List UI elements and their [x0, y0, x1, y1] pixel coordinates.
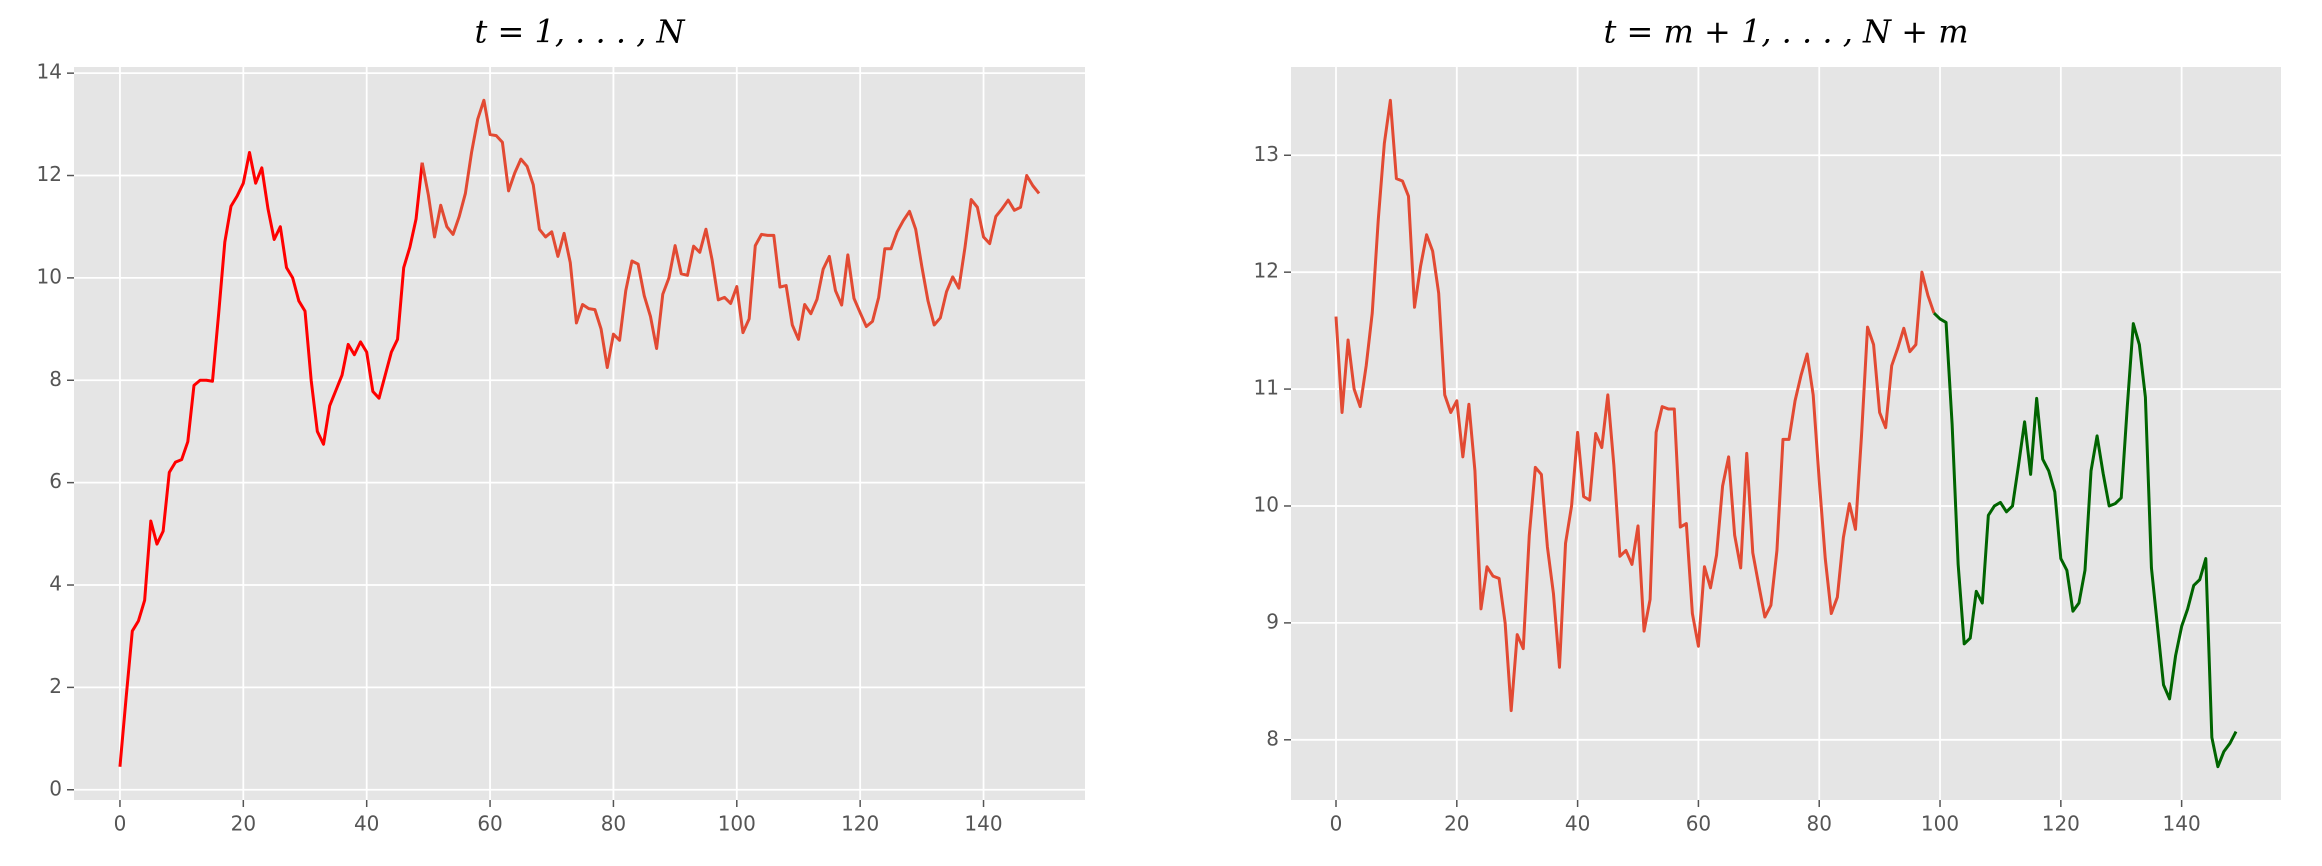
y-tick-label: 13	[1254, 142, 1279, 166]
series-line	[1932, 312, 2238, 769]
y-tick-label: 10	[1254, 492, 1279, 516]
y-tick-label: 10	[37, 264, 62, 288]
series-line	[118, 150, 424, 767]
x-tick-label: 140	[964, 812, 1002, 836]
x-tick-label: 20	[231, 812, 256, 836]
y-tick-label: 0	[49, 776, 62, 800]
series-line	[420, 98, 1041, 369]
plot-area	[1291, 67, 2281, 800]
y-tick-label: 11	[1254, 376, 1279, 400]
x-tick-label: 0	[114, 812, 127, 836]
chart-title: t = 1, . . . , N	[474, 13, 685, 51]
x-tick-label: 80	[1806, 812, 1831, 836]
x-tick-label: 0	[1330, 812, 1343, 836]
x-tick-label: 100	[718, 812, 756, 836]
x-tick-label: 40	[1565, 812, 1590, 836]
x-tick-label: 60	[1686, 812, 1711, 836]
y-tick-label: 8	[49, 367, 62, 391]
x-tick-label: 20	[1444, 812, 1469, 836]
y-tick-label: 14	[37, 60, 62, 84]
y-tick-label: 2	[49, 674, 62, 698]
x-tick-label: 80	[601, 812, 626, 836]
x-tick-label: 120	[841, 812, 879, 836]
y-tick-label: 12	[1254, 259, 1279, 283]
y-tick-label: 9	[1266, 609, 1279, 633]
y-tick-label: 12	[37, 162, 62, 186]
x-tick-label: 140	[2163, 812, 2201, 836]
x-tick-label: 40	[354, 812, 379, 836]
series-line	[1334, 98, 1936, 713]
y-tick-label: 8	[1266, 726, 1279, 750]
y-tick-label: 4	[49, 572, 62, 596]
x-tick-label: 120	[2042, 812, 2080, 836]
x-tick-label: 100	[1921, 812, 1959, 836]
chart-title: t = m + 1, . . . , N + m	[1603, 13, 1968, 51]
x-tick-label: 60	[477, 812, 502, 836]
plot-area	[74, 67, 1085, 800]
y-tick-label: 6	[49, 469, 62, 493]
